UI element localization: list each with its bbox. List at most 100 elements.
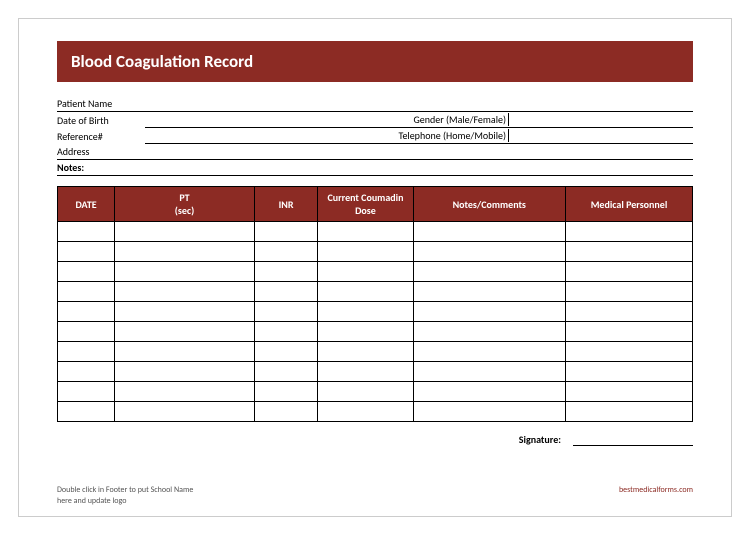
table-cell[interactable]: [115, 342, 255, 362]
table-cell[interactable]: [58, 322, 115, 342]
table-cell[interactable]: [254, 342, 318, 362]
table-cell[interactable]: [413, 342, 565, 362]
page-title: Blood Coagulation Record: [57, 41, 693, 82]
table-cell[interactable]: [115, 282, 255, 302]
table-cell[interactable]: [413, 362, 565, 382]
table-cell[interactable]: [413, 302, 565, 322]
table-cell[interactable]: [58, 262, 115, 282]
table-cell[interactable]: [254, 262, 318, 282]
dob-label: Date of Birth: [57, 114, 145, 127]
footer-line1: Double click in Footer to put School Nam…: [57, 485, 193, 495]
table-cell[interactable]: [115, 322, 255, 342]
notes-label: Notes:: [57, 161, 145, 174]
reference-field[interactable]: Telephone (Home/Mobile): [145, 128, 513, 144]
table-cell[interactable]: [413, 382, 565, 402]
table-cell[interactable]: [565, 282, 692, 302]
gender-field[interactable]: [513, 112, 693, 128]
address-label: Address: [57, 145, 145, 158]
table-cell[interactable]: [565, 222, 692, 242]
table-cell[interactable]: [318, 382, 413, 402]
table-cell[interactable]: [318, 362, 413, 382]
table-cell[interactable]: [58, 382, 115, 402]
table-cell[interactable]: [58, 402, 115, 422]
table-cell[interactable]: [318, 282, 413, 302]
table-cell[interactable]: [254, 302, 318, 322]
table-cell[interactable]: [254, 242, 318, 262]
table-row: [58, 242, 693, 262]
table-cell[interactable]: [318, 302, 413, 322]
table-cell[interactable]: [565, 362, 692, 382]
signature-block: Signature:: [57, 432, 693, 446]
page-footer: Double click in Footer to put School Nam…: [57, 485, 693, 506]
table-cell[interactable]: [318, 342, 413, 362]
table-cell[interactable]: [58, 342, 115, 362]
table-cell[interactable]: [565, 242, 692, 262]
col-header-pt: PT(sec): [115, 187, 255, 222]
table-cell[interactable]: [58, 222, 115, 242]
table-row: [58, 402, 693, 422]
dob-field[interactable]: Gender (Male/Female): [145, 112, 513, 128]
table-cell[interactable]: [318, 222, 413, 242]
table-row: [58, 262, 693, 282]
table-row: [58, 362, 693, 382]
table-row: [58, 342, 693, 362]
table-cell[interactable]: [565, 382, 692, 402]
table-cell[interactable]: [58, 362, 115, 382]
table-cell[interactable]: [115, 362, 255, 382]
table-cell[interactable]: [565, 262, 692, 282]
table-row: [58, 282, 693, 302]
table-cell[interactable]: [115, 382, 255, 402]
table-cell[interactable]: [254, 282, 318, 302]
col-header-personnel: Medical Personnel: [565, 187, 692, 222]
table-cell[interactable]: [565, 342, 692, 362]
table-cell[interactable]: [413, 262, 565, 282]
table-cell[interactable]: [254, 362, 318, 382]
table-cell[interactable]: [254, 322, 318, 342]
table-cell[interactable]: [115, 302, 255, 322]
footer-brand: bestmedicalforms.com: [619, 485, 693, 506]
table-cell[interactable]: [413, 322, 565, 342]
table-cell[interactable]: [254, 222, 318, 242]
signature-field[interactable]: [573, 432, 693, 446]
table-cell[interactable]: [115, 242, 255, 262]
telephone-label: Telephone (Home/Mobile): [398, 129, 509, 142]
table-cell[interactable]: [565, 402, 692, 422]
table-cell[interactable]: [58, 302, 115, 322]
reference-label: Reference#: [57, 130, 145, 143]
table-row: [58, 222, 693, 242]
col-header-dose: Current Coumadin Dose: [318, 187, 413, 222]
gender-label: Gender (Male/Female): [413, 113, 509, 126]
table-cell[interactable]: [318, 322, 413, 342]
table-row: [58, 322, 693, 342]
table-cell[interactable]: [318, 402, 413, 422]
table-cell[interactable]: [115, 222, 255, 242]
footer-line2: here and update logo: [57, 496, 193, 506]
table-row: [58, 382, 693, 402]
table-row: [58, 302, 693, 322]
footer-left: Double click in Footer to put School Nam…: [57, 485, 193, 506]
table-cell[interactable]: [413, 282, 565, 302]
table-cell[interactable]: [413, 242, 565, 262]
signature-label: Signature:: [519, 433, 561, 446]
table-cell[interactable]: [318, 242, 413, 262]
table-cell[interactable]: [254, 382, 318, 402]
coagulation-table: DATE PT(sec) INR Current Coumadin Dose N…: [57, 186, 693, 422]
patient-name-label: Patient Name: [57, 97, 145, 110]
table-cell[interactable]: [318, 262, 413, 282]
table-cell[interactable]: [565, 302, 692, 322]
table-cell[interactable]: [115, 402, 255, 422]
col-header-notes: Notes/Comments: [413, 187, 565, 222]
table-header-row: DATE PT(sec) INR Current Coumadin Dose N…: [58, 187, 693, 222]
table-cell[interactable]: [58, 282, 115, 302]
table-cell[interactable]: [413, 402, 565, 422]
telephone-field[interactable]: [513, 128, 693, 144]
table-cell[interactable]: [115, 262, 255, 282]
table-cell[interactable]: [413, 222, 565, 242]
table-cell[interactable]: [565, 322, 692, 342]
form-page: Blood Coagulation Record Patient Name Da…: [18, 18, 732, 517]
table-cell[interactable]: [254, 402, 318, 422]
table-cell[interactable]: [58, 242, 115, 262]
patient-info-block: Patient Name Date of Birth Gender (Male/…: [57, 96, 693, 176]
col-header-inr: INR: [254, 187, 318, 222]
col-header-date: DATE: [58, 187, 115, 222]
